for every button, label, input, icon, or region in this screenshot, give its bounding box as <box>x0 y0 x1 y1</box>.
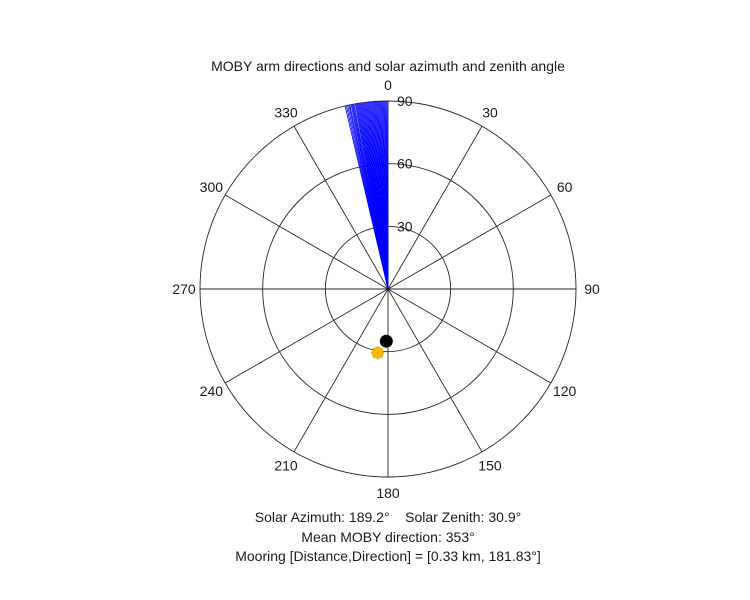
radial-tick-label-30: 30 <box>397 218 413 234</box>
angle-tick-label-0: 0 <box>384 77 392 93</box>
sun-marker-spike-5 <box>372 347 379 354</box>
angle-tick-label-270: 270 <box>172 281 196 297</box>
angle-tick-label-300: 300 <box>200 179 224 195</box>
sun-marker-spike-7 <box>377 347 384 354</box>
moby-arm-rays <box>344 100 389 290</box>
sun-marker <box>370 345 385 360</box>
sun-marker-spike-1 <box>377 352 384 359</box>
angle-tick-label-150: 150 <box>478 458 502 474</box>
angle-tick-label-330: 330 <box>274 104 298 120</box>
angle-tick-label-210: 210 <box>274 458 298 474</box>
moby-direction-caption: Mean MOBY direction: 353° <box>301 529 474 545</box>
mooring-caption: Mooring [Distance,Direction] = [0.33 km,… <box>235 548 541 564</box>
markers <box>370 334 393 360</box>
angle-tick-label-30: 30 <box>482 104 498 120</box>
angle-tick-labels: 0 30 60 90 120 150 180 210 240 270 300 330 <box>172 77 600 501</box>
angle-tick-label-60: 60 <box>557 179 573 195</box>
mooring-marker <box>379 334 393 348</box>
solar-caption: Solar Azimuth: 189.2° Solar Zenith: 30.9… <box>255 509 521 525</box>
radial-tick-label-60: 60 <box>397 156 413 172</box>
radial-tick-labels: 30 60 90 <box>397 93 413 234</box>
radial-tick-label-90: 90 <box>397 93 413 109</box>
chart-title: MOBY arm directions and solar azimuth an… <box>211 58 565 74</box>
sun-marker-spike-3 <box>372 352 379 359</box>
angle-tick-label-120: 120 <box>553 383 577 399</box>
angle-tick-label-240: 240 <box>200 383 224 399</box>
angle-tick-label-90: 90 <box>584 281 600 297</box>
angle-tick-label-180: 180 <box>376 485 400 501</box>
